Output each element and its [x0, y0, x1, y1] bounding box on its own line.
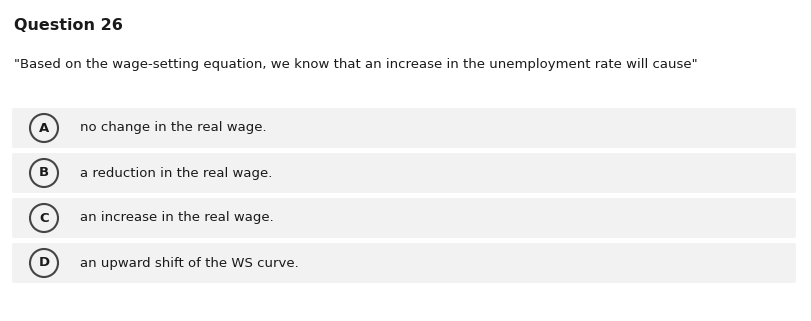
- Ellipse shape: [30, 249, 58, 277]
- Text: an upward shift of the WS curve.: an upward shift of the WS curve.: [80, 256, 298, 270]
- Text: A: A: [39, 122, 49, 134]
- Text: an increase in the real wage.: an increase in the real wage.: [80, 212, 274, 224]
- Ellipse shape: [30, 159, 58, 187]
- FancyBboxPatch shape: [12, 153, 796, 193]
- Text: a reduction in the real wage.: a reduction in the real wage.: [80, 167, 272, 179]
- Text: B: B: [39, 167, 49, 179]
- Ellipse shape: [30, 204, 58, 232]
- FancyBboxPatch shape: [12, 243, 796, 283]
- Text: Question 26: Question 26: [14, 18, 123, 33]
- FancyBboxPatch shape: [12, 198, 796, 238]
- FancyBboxPatch shape: [12, 108, 796, 148]
- Text: D: D: [38, 256, 49, 270]
- Text: "Based on the wage-setting equation, we know that an increase in the unemploymen: "Based on the wage-setting equation, we …: [14, 58, 697, 71]
- Ellipse shape: [30, 114, 58, 142]
- Text: C: C: [39, 212, 49, 224]
- Text: no change in the real wage.: no change in the real wage.: [80, 122, 267, 134]
